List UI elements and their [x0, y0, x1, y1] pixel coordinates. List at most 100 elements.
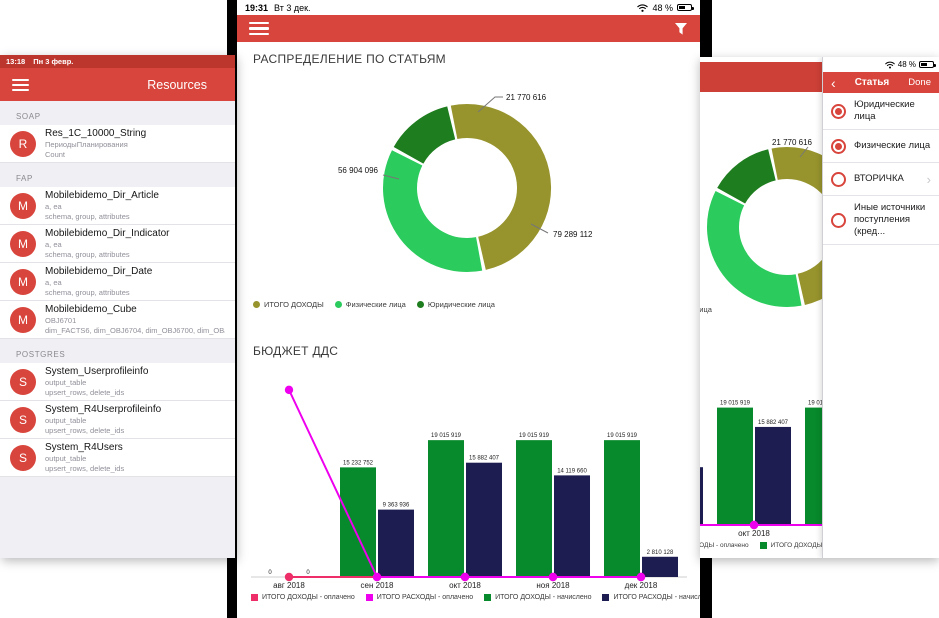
line-point[interactable] [548, 572, 558, 582]
bar-value-label: 0 [306, 570, 310, 576]
resource-row[interactable]: M Mobilebidemo_Dir_Article a, ea schema, gr… [0, 187, 235, 225]
bar[interactable] [516, 440, 552, 577]
bar[interactable] [717, 407, 753, 525]
section-header: FAP [16, 174, 33, 183]
line-point[interactable] [749, 520, 759, 530]
back-button[interactable]: ‹ [831, 74, 836, 91]
bar[interactable] [428, 440, 464, 577]
center-device-frame: 19:31 Вт 3 дек. 48 % РАСПРЕДЕЛЕНИЕ ПО СТ… [227, 0, 712, 618]
line-point[interactable] [460, 572, 470, 582]
legend-item[interactable]: Юридические лица [700, 305, 712, 314]
resource-attributes: dim_FACTS6, dim_OBJ6704, dim_OBJ6700, di… [45, 325, 225, 335]
bar[interactable] [378, 509, 414, 577]
bar-value-label: 15 232 752 [343, 460, 374, 466]
status-time: 19:31 [245, 2, 269, 13]
filter-options-list: Юридические лица Физические лица ВТОРИЧКА ›… [823, 93, 939, 245]
bar[interactable] [755, 426, 791, 525]
resource-row[interactable]: S System_Userprofileinfo output_table upser… [0, 363, 235, 401]
status-bar: 13:18 Пн 3 февр. [0, 55, 235, 68]
legend-item[interactable]: ИТОГО ДОХОДЫ - начислено [759, 542, 822, 549]
distribution-donut-chart: 21 770 616 56 904 096 79 289 112 [338, 93, 593, 272]
donut-slice[interactable] [771, 147, 822, 305]
resource-subtitle: OBJ6701 [45, 316, 77, 325]
line-point[interactable] [636, 572, 646, 582]
filter-option[interactable]: Физические лица [823, 130, 939, 163]
page-title: Resources [147, 77, 207, 92]
wifi-icon [884, 61, 895, 69]
legend-marker [334, 301, 342, 308]
battery-icon [919, 61, 936, 68]
bar[interactable] [554, 475, 590, 577]
line-point[interactable] [372, 572, 382, 582]
legend-item[interactable]: Юридические лица [416, 300, 495, 309]
legend-item[interactable]: ИТОГО ДОХОДЫ - оплачено [251, 594, 355, 601]
legend-marker [365, 594, 373, 601]
bar-value-label: 19 015 919 [720, 401, 751, 407]
resource-row[interactable]: M Mobilebidemo_Dir_Date a, ea schema, group… [0, 263, 235, 301]
x-tick-label: ноя 2018 [536, 581, 570, 590]
bar-value-label: 2 810 128 [647, 550, 674, 556]
donut-slice[interactable] [383, 150, 483, 272]
legend-item[interactable]: ИТОГО РАСХОДЫ - оплачено [365, 594, 473, 601]
bar-value-label: 14 119 660 [557, 468, 587, 474]
line-point[interactable] [284, 572, 294, 582]
legend-marker [602, 594, 610, 601]
donut-slice[interactable] [393, 106, 456, 164]
donut-slice[interactable] [717, 149, 776, 204]
filter-option[interactable]: ВТОРИЧКА › [823, 163, 939, 196]
legend-item[interactable]: ИТОГО ДОХОДЫ [253, 300, 324, 309]
resource-attributes: upsert_rows, delete_ids [45, 463, 125, 473]
resource-avatar: M [10, 192, 36, 219]
bar[interactable] [604, 440, 640, 577]
radio-selected-icon[interactable] [831, 103, 846, 119]
resource-subtitle: a, ea [45, 240, 62, 249]
resource-avatar: M [10, 230, 36, 257]
bar-value-label: 19 015 919 [519, 433, 550, 439]
done-button[interactable]: Done [908, 77, 931, 88]
radio-icon[interactable] [831, 171, 846, 187]
resource-attributes: schema, group, attributes [45, 287, 130, 297]
resource-subtitle: a, ea [45, 278, 62, 287]
filter-option[interactable]: Юридические лица [823, 93, 939, 130]
battery-icon [677, 4, 694, 11]
donut-slice[interactable] [450, 103, 552, 270]
legend-item[interactable]: ИТОГО РАСХОДЫ - начислено [602, 594, 700, 601]
bar[interactable] [642, 556, 678, 577]
menu-button[interactable] [249, 21, 269, 36]
donut-slice[interactable] [706, 190, 802, 308]
x-tick-label: окт 2018 [449, 581, 481, 590]
x-tick-label: авг 2018 [273, 581, 305, 590]
resource-row[interactable]: M Mobilebidemo_Dir_Indicator a, ea schema, … [0, 225, 235, 263]
bar[interactable] [340, 467, 376, 577]
bar[interactable] [700, 467, 703, 525]
distribution-donut-chart-partial: 21 770 616 [706, 138, 822, 308]
radio-selected-icon[interactable] [831, 138, 846, 154]
line-point[interactable] [284, 385, 294, 395]
resource-row[interactable]: R Res_1C_10000_String ПериодыПланирования C… [0, 125, 235, 163]
legend-item[interactable]: ИТОГО ДОХОДЫ - начислено [484, 594, 591, 601]
bar[interactable] [466, 462, 502, 577]
distribution-section-title: РАСПРЕДЕЛЕНИЕ ПО СТАТЬЯМ [253, 52, 446, 66]
bar-value-label: 19 015 919 [607, 433, 638, 439]
resource-subtitle: output_table [45, 378, 87, 387]
bar-value-label: 9 363 936 [383, 503, 410, 509]
legend-item[interactable]: Физические лица [334, 300, 406, 309]
filter-option-label: Иные источники поступления (кред... [854, 202, 926, 237]
status-time: 13:18 [6, 57, 26, 66]
legend-marker [253, 301, 260, 308]
radio-icon[interactable] [831, 212, 846, 228]
bar[interactable] [805, 407, 822, 525]
legend-item[interactable]: ИТОГО РАСХОДЫ - оплачено [700, 542, 749, 549]
resource-row[interactable]: S System_R4Users output_table upsert_rows, … [0, 439, 235, 477]
resource-row[interactable]: S System_R4Userprofileinfo output_table ups… [0, 401, 235, 439]
menu-button[interactable] [12, 78, 29, 91]
resource-row[interactable]: M Mobilebidemo_Cube OBJ6701 dim_FACTS6, dim… [0, 301, 235, 339]
filter-icon[interactable] [674, 22, 688, 36]
resource-title: System_Userprofileinfo [45, 366, 149, 377]
section-header: SOAP [16, 112, 41, 121]
x-tick-label: сен 2018 [361, 581, 394, 590]
resource-avatar: S [10, 444, 36, 471]
filter-option[interactable]: Иные источники поступления (кред... [823, 196, 939, 245]
x-tick-label: дек 2018 [625, 581, 658, 590]
